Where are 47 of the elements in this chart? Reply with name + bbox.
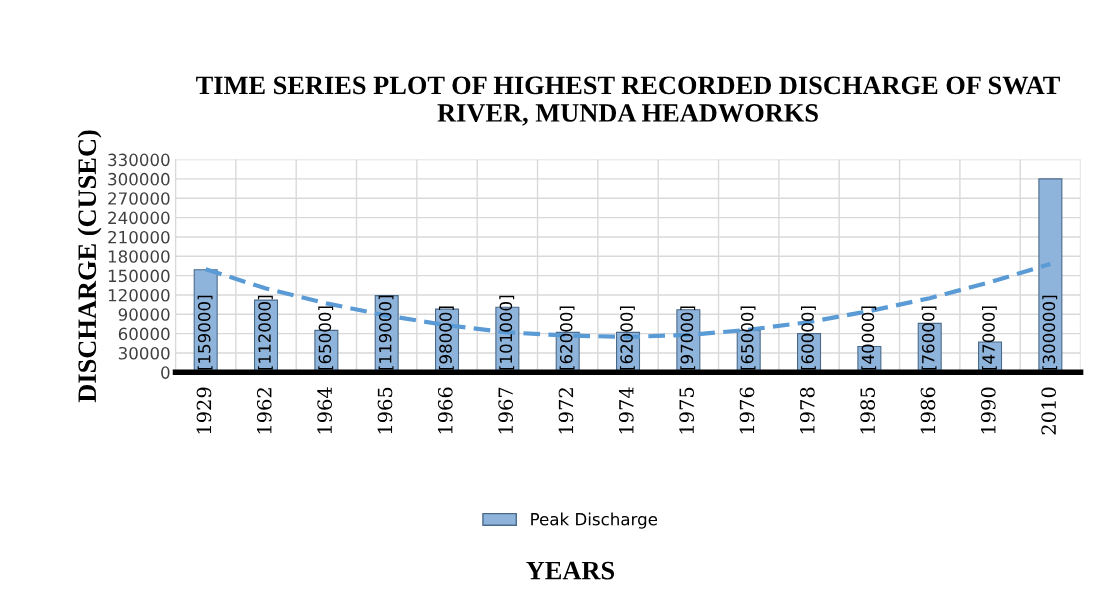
- legend-label: Peak Discharge: [531, 512, 658, 529]
- x-tick-label: 1929: [196, 387, 212, 434]
- data-label: [40000]: [861, 306, 877, 370]
- data-label: [97000]: [680, 306, 696, 370]
- bar: [1038, 178, 1063, 373]
- data-label: [62000]: [559, 306, 575, 370]
- x-tick-label: 1986: [920, 387, 936, 434]
- x-tick-label: 2010: [1041, 387, 1057, 435]
- data-label: [65000]: [740, 306, 756, 370]
- data-label: [112000]: [257, 295, 273, 370]
- x-tick-label: 1978: [799, 387, 815, 434]
- x-tick-label: 1967: [498, 387, 513, 434]
- y-tick-label: 180000: [108, 250, 170, 263]
- data-label: [98000]: [438, 306, 454, 370]
- x-tick-label: 1966: [437, 387, 453, 434]
- data-label: [300000]: [1042, 295, 1058, 370]
- y-tick-label: 240000: [108, 211, 170, 225]
- y-tick-label: 0: [161, 366, 170, 379]
- x-tick-label: 1972: [558, 388, 574, 434]
- y-tick-label: 120000: [108, 288, 170, 302]
- x-tick-label: 1976: [739, 387, 755, 434]
- x-tick-label: 1975: [679, 387, 695, 434]
- data-label: [65000]: [318, 306, 334, 370]
- x-tick-label: 1985: [860, 387, 876, 434]
- data-label: [47000]: [981, 306, 997, 370]
- data-label: [60000]: [800, 306, 816, 370]
- y-tick-label: 270000: [108, 192, 170, 205]
- data-label: [159000]: [197, 295, 213, 370]
- y-tick-label: 300000: [108, 172, 170, 186]
- x-axis-title: YEARS: [526, 561, 615, 580]
- y-tick-label: 90000: [118, 308, 170, 321]
- x-tick-label: 1990: [980, 387, 996, 434]
- y-tick-label: 150000: [108, 269, 170, 283]
- y-tick-label: 60000: [118, 327, 170, 341]
- chart-title: TIME SERIES PLOT OF HIGHEST RECORDED DISCHARGE OF SWAT RIVER, MUNDA HEADWORKS: [196, 76, 1060, 126]
- x-tick-label: 1965: [377, 387, 393, 434]
- y-tick-label: 210000: [108, 230, 170, 244]
- x-tick-label: 1964: [317, 387, 332, 434]
- data-label: [62000]: [619, 306, 635, 370]
- y-tick-label: 330000: [108, 153, 170, 167]
- x-tick-label: 1974: [618, 387, 634, 434]
- y-axis-title: DISCHARGE (CUSEC): [77, 130, 102, 403]
- data-label: [119000]: [378, 295, 394, 370]
- data-label: [101000]: [499, 295, 515, 370]
- data-label: [76000]: [921, 306, 937, 370]
- y-tick-label: 30000: [118, 346, 170, 360]
- x-tick-label: 1962: [256, 388, 272, 434]
